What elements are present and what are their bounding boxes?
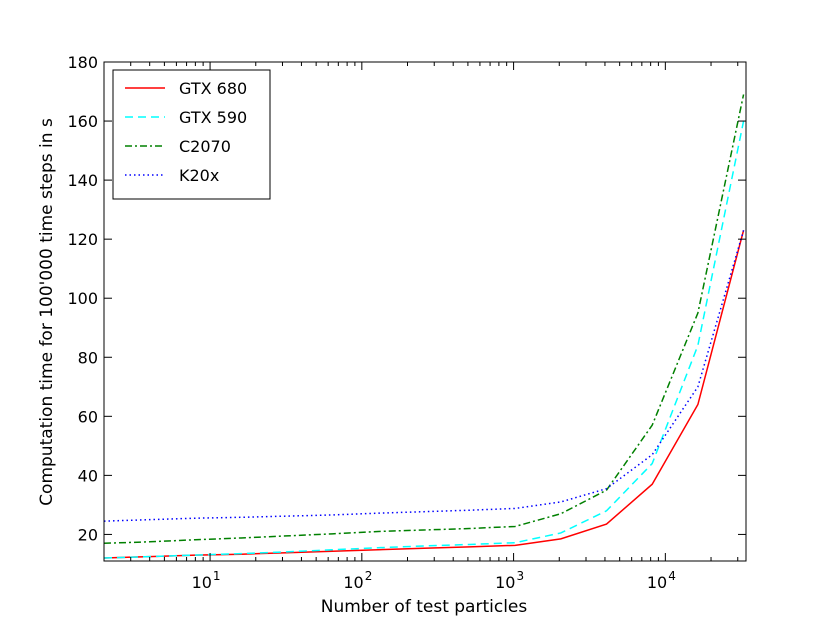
series-line-0: [104, 230, 745, 559]
y-tick-label: 60: [78, 407, 98, 426]
legend-box: [112, 69, 271, 200]
y-tick-label: 140: [67, 171, 98, 190]
legend-label: GTX 590: [179, 108, 247, 127]
legend-label: K20x: [179, 166, 219, 185]
x-tick-label: 103: [495, 569, 524, 592]
series-line-2: [104, 94, 745, 545]
y-tick-label: 20: [78, 525, 98, 544]
x-tick-label: 104: [647, 569, 676, 592]
y-tick-label: 180: [67, 53, 98, 72]
series-line-3: [104, 230, 745, 522]
x-tick-label: 102: [343, 569, 372, 592]
y-tick-label: 120: [67, 230, 98, 249]
y-axis-label: Computation time for 100'000 time steps …: [37, 118, 57, 506]
series-line-1: [104, 120, 745, 559]
legend-label: C2070: [179, 137, 231, 156]
legend: GTX 680 GTX 590 C2070 K20x: [112, 69, 271, 200]
y-tick-label: 100: [67, 289, 98, 308]
x-tick-label: 101: [192, 569, 221, 592]
legend-label: GTX 680: [179, 79, 247, 98]
plot-area: [104, 94, 745, 559]
axes: 20 40 60 80 100 120 140 160 180 101 102 103 104: [67, 53, 747, 592]
y-tick-label: 160: [67, 112, 98, 131]
y-tick-label: 40: [78, 466, 98, 485]
x-axis-label: Number of test particles: [321, 597, 528, 617]
plot-frame: [103, 61, 747, 562]
y-tick-label: 80: [78, 348, 98, 367]
